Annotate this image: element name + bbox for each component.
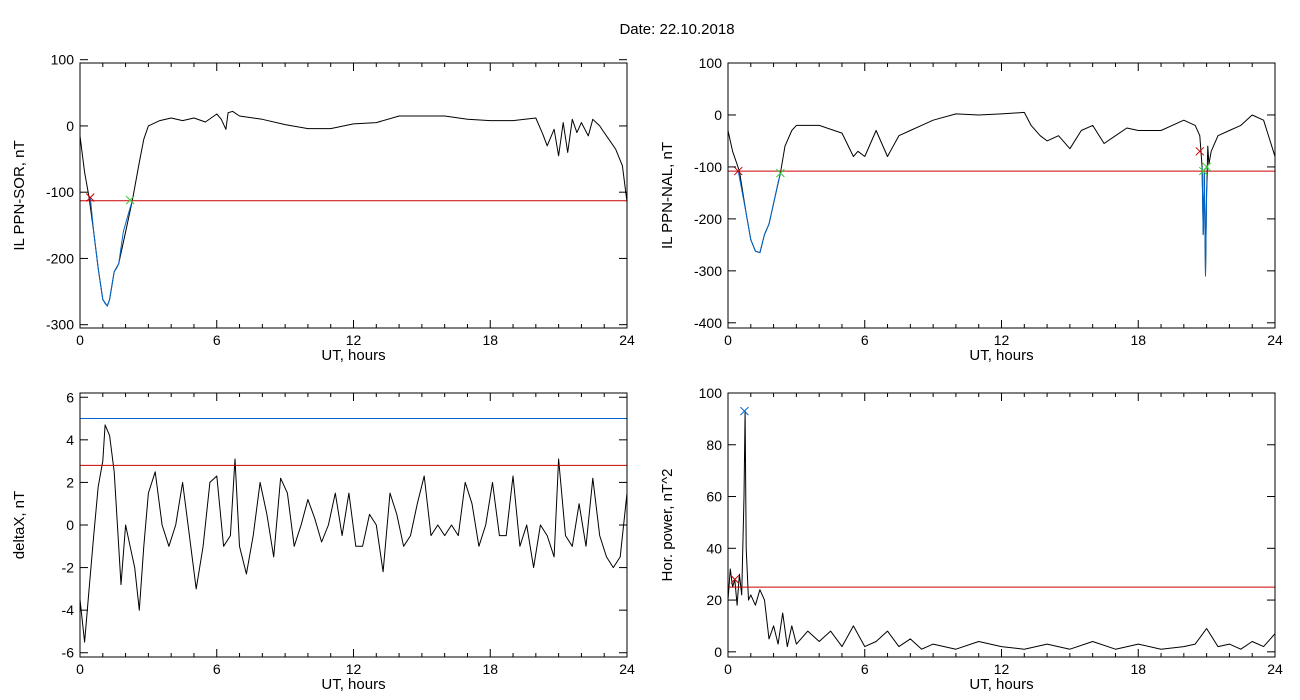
cross-marker [1195, 146, 1205, 156]
y-axis-label: IL PPN-SOR, nT [11, 140, 28, 250]
y-tick-label: 0 [714, 644, 722, 660]
y-tick-label: -300 [46, 317, 74, 333]
panel-bottom-right: 0 6 12 18 24 0 20 40 60 80 100 UT, hours Hor. power,… [659, 385, 1283, 693]
x-tick-label: 0 [724, 332, 732, 348]
x-tick-label: 12 [994, 332, 1010, 348]
x-tick-label: 18 [1130, 661, 1146, 677]
x-tick-label: 0 [76, 332, 84, 348]
x-axis-label: UT, hours [321, 347, 385, 364]
y-tick-label: 20 [706, 592, 722, 608]
date-label: Date: 22.10.2018 [619, 21, 734, 38]
x-tick-label: 24 [1267, 661, 1283, 677]
y-tick-label: 0 [66, 118, 74, 134]
series-line [89, 197, 133, 307]
y-tick-label: -200 [46, 250, 74, 266]
y-tick-label: -4 [62, 602, 75, 618]
cross-marker [125, 195, 135, 205]
y-axis-label: IL PPN-NAL, nT [659, 142, 676, 249]
y-tick-label: -100 [46, 184, 74, 200]
x-tick-label: 12 [346, 661, 362, 677]
cross-marker [730, 574, 740, 584]
series-line [79, 110, 628, 307]
cross-marker [85, 193, 95, 202]
y-tick-label: -2 [62, 560, 75, 576]
cross-marker [740, 406, 749, 416]
x-tick-label: 18 [482, 332, 498, 348]
y-axis-label: deltaX, nT [11, 491, 28, 559]
x-tick-label: 24 [1267, 332, 1283, 348]
y-tick-label: 6 [66, 389, 74, 405]
x-tick-label: 12 [994, 661, 1010, 677]
series-line [727, 410, 1276, 650]
x-tick-label: 24 [619, 661, 635, 677]
y-tick-label: 40 [706, 540, 722, 556]
cross-marker [776, 168, 785, 178]
x-axis-label: UT, hours [321, 676, 385, 693]
y-tick-label: 2 [66, 474, 74, 490]
y-axis-label: Hor. power, nT^2 [659, 469, 676, 582]
y-tick-label: 4 [66, 432, 74, 448]
cross-marker [1198, 166, 1208, 176]
series-line [79, 424, 628, 643]
panel-top-right: 0 6 12 18 24 -400 -300 -200 -100 0 100 UT, hours IL … [659, 55, 1283, 364]
y-tick-label: -200 [694, 211, 722, 227]
series-line [737, 171, 781, 254]
x-tick-label: 6 [861, 332, 869, 348]
y-tick-label: -400 [694, 315, 722, 331]
y-tick-label: 80 [706, 437, 722, 453]
x-tick-label: 0 [724, 661, 732, 677]
panel-top-left: 0 6 12 18 24 -300 -200 -100 0 100 UT, hours IL PPN-… [11, 52, 635, 364]
x-tick-label: 12 [346, 332, 362, 348]
x-axis-label: UT, hours [969, 676, 1033, 693]
y-tick-label: -300 [694, 263, 722, 279]
y-tick-label: 0 [66, 517, 74, 533]
x-tick-label: 6 [213, 661, 221, 677]
x-tick-label: 6 [861, 661, 869, 677]
plot-frame [727, 62, 1276, 329]
x-tick-label: 18 [482, 661, 498, 677]
y-tick-label: -100 [694, 159, 722, 175]
y-tick-label: 100 [51, 52, 75, 68]
y-tick-label: 60 [706, 489, 722, 505]
x-tick-label: 6 [213, 332, 221, 348]
cross-marker [733, 166, 743, 176]
x-axis-label: UT, hours [969, 347, 1033, 364]
x-tick-label: 18 [1130, 332, 1146, 348]
y-tick-label: 0 [714, 107, 722, 123]
series-line [1201, 166, 1209, 277]
y-tick-label: 100 [699, 55, 723, 71]
series-line [727, 111, 1276, 277]
plot-frame [727, 392, 1276, 658]
cross-marker [1202, 162, 1211, 172]
x-tick-label: 24 [619, 332, 635, 348]
y-tick-label: -6 [62, 645, 75, 661]
y-tick-label: 100 [699, 385, 723, 401]
x-tick-label: 0 [76, 661, 84, 677]
plot-frame [79, 62, 628, 329]
